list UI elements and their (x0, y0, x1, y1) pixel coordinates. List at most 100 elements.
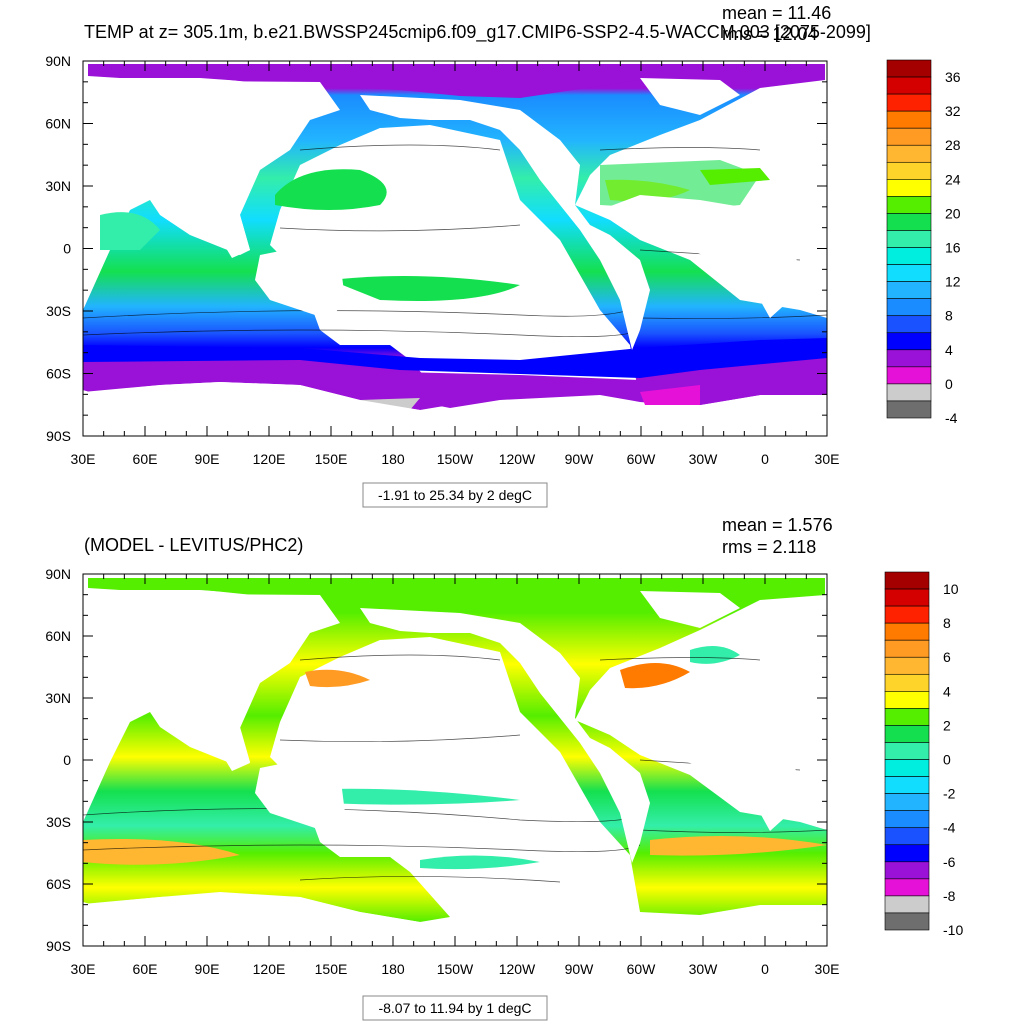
panel-1-colorbar-swatch (886, 161, 932, 180)
panel-2-colorbar-swatch (884, 639, 930, 658)
panel-1-y-tick-label: 0 (63, 241, 71, 257)
panel-2-colorbar-swatch (884, 588, 930, 607)
panel-2-axis: 30E 60E 90E 120E 150E 180 150W 120W 90W 60W 30W 0 30… (45, 566, 839, 977)
panel-1-weddell (640, 385, 700, 405)
panel-2-colorbar-label: -10 (943, 922, 963, 938)
panel-2-title: (MODEL - LEVITUS/PHC2) (84, 535, 303, 555)
panel-1-colorbar-swatch (886, 179, 932, 197)
panel-1-colorbar-swatch (886, 298, 932, 317)
panel-1-x-tick-label: 150W (437, 451, 474, 467)
panel-1-x-tick-label: 30E (815, 451, 840, 467)
panel-1-title: TEMP at z= 305.1m, b.e21.BWSSP245cmip6.f… (84, 22, 871, 43)
panel-1-y-tick-label: 90S (46, 428, 71, 444)
panel-2-colorbar-label: 6 (943, 649, 951, 665)
panel-1-colorbar-swatch (886, 93, 932, 112)
panel-1-x-tick-label: 30E (71, 451, 96, 467)
panel-1-y-tick-label: 30N (45, 178, 71, 194)
panel-1-mediterranean (700, 168, 770, 185)
panel-1-y-tick-label: 60S (46, 366, 71, 382)
panel-2-colorbar-swatch (884, 691, 930, 709)
panel-2-colorbar-label: -4 (943, 820, 956, 836)
panel-1-colorbar-swatch (886, 59, 932, 78)
panel-temperature: TEMP at z= 305.1m, b.e21.BWSSP245cmip6.f… (45, 3, 961, 508)
panel-1-colorbar-swatch (886, 213, 932, 231)
panel-2-rms: rms = 2.118 (722, 537, 816, 557)
panel-1-colorbar-swatch (886, 349, 932, 368)
panel-2-y-tick-label: 30N (45, 690, 71, 706)
panel-2-colorbar-label: -6 (943, 854, 956, 870)
panel-2-nw-pacific-warm (305, 669, 370, 688)
panel-2-equatorial-cool (300, 788, 520, 805)
panel-2-x-tick-label: 30E (71, 961, 96, 977)
panel-2-x-tick-label: 120E (253, 961, 286, 977)
panel-2-colorbar-label: 0 (943, 752, 951, 768)
panel-1-colorbar-label: 4 (945, 342, 953, 358)
panel-1-range-label: -1.91 to 25.34 by 2 degC (378, 487, 532, 503)
panel-2-colorbar-swatch (884, 776, 930, 794)
panel-1-colorbar-swatch (886, 315, 932, 334)
panel-1-x-tick-label: 120W (499, 451, 536, 467)
panel-2-colorbar-swatch (884, 912, 930, 931)
panel-2-x-tick-label: 30E (815, 961, 840, 977)
panel-2-south-pacific-cool (420, 855, 540, 870)
panel-2-x-tick-label: 150W (437, 961, 474, 977)
panel-1-map (83, 61, 827, 436)
panel-2-colorbar-swatch (884, 895, 930, 914)
panel-2-x-tick-label: 90E (195, 961, 220, 977)
panel-2-colorbar-swatch (884, 810, 930, 829)
panel-2-colorbar-label: 10 (943, 581, 959, 597)
panel-1-colorbar-swatch (886, 383, 932, 402)
panel-2-colorbar-swatch (884, 878, 930, 897)
panel-1-colorbar-swatch (886, 127, 932, 146)
panel-1-land-africa (600, 195, 800, 318)
panel-2-x-tick-label: 0 (761, 961, 769, 977)
panel-2-x-tick-label: 90W (565, 961, 595, 977)
panel-2-range-box (362, 995, 548, 1021)
panel-1-rms: rms = 12.04 (722, 24, 818, 44)
panel-2-land-greenland (640, 591, 740, 628)
panel-2-colorbar-swatch (884, 759, 930, 777)
panel-1-colorbar-swatch (886, 110, 932, 129)
panel-2-colorbar-swatch (884, 571, 930, 590)
panel-1-indian-green (100, 212, 160, 250)
panel-2-y-tick-label: 30S (46, 814, 71, 830)
panel-1-land-antarctica (83, 382, 827, 436)
panel-2-colorbar-swatch (884, 656, 930, 675)
panel-1-range-box (362, 482, 548, 508)
panel-1-axis: 30E 60E 90E 120E 150E 180 150W 120W 90W 60W 30W 0 30… (45, 53, 839, 467)
panel-2-x-tick-label: 60E (133, 961, 158, 977)
panel-2-y-tick-label: 0 (63, 752, 71, 768)
panel-1-land-asia (83, 80, 340, 258)
panel-2-gulfstream-warm (620, 662, 690, 689)
panel-2-colorbar-swatch (884, 708, 930, 726)
panel-1-arctic (88, 64, 825, 98)
panel-2-range-label: -8.07 to 11.94 by 1 degC (378, 1000, 531, 1016)
panel-2-colorbar-label: -2 (943, 786, 956, 802)
panel-2-colorbar-swatch (884, 622, 930, 641)
panel-2-y-tick-label: 60N (45, 628, 71, 644)
panel-2-x-tick-label: 180 (381, 961, 405, 977)
panel-1-colorbar-swatch (886, 366, 932, 385)
panel-1-colorbar-swatch (886, 281, 932, 299)
panel-1-land (83, 78, 827, 436)
panel-1-colorbar-label: 20 (945, 205, 961, 221)
panel-1-y-tick-label: 60N (45, 116, 71, 132)
panel-1-colorbar-label: 16 (945, 240, 961, 256)
panel-1-colorbar-swatch (886, 264, 932, 282)
panel-1-colorbar-label: 24 (945, 171, 961, 187)
panel-1-colorbar-label: 8 (945, 308, 953, 324)
panel-1-colorbar-swatch (886, 230, 932, 248)
panel-1-x-tick-label: 150E (315, 451, 348, 467)
panel-1-colorbar-swatch (886, 76, 932, 95)
panel-1-x-tick-label: 30W (689, 451, 719, 467)
panel-1-colorbar-label: 12 (945, 274, 961, 290)
panel-2-colorbar-swatch (884, 673, 930, 692)
panel-2-colorbar-swatch (884, 605, 930, 624)
panel-1-colorbar-label: 0 (945, 376, 953, 392)
panel-1-mean: mean = 11.46 (722, 3, 831, 23)
panel-2-colorbar-swatch (884, 742, 930, 760)
panel-2-colorbar-label: 8 (943, 615, 951, 631)
panel-1-x-tick-label: 90W (565, 451, 595, 467)
panel-1-x-tick-label: 0 (761, 451, 769, 467)
